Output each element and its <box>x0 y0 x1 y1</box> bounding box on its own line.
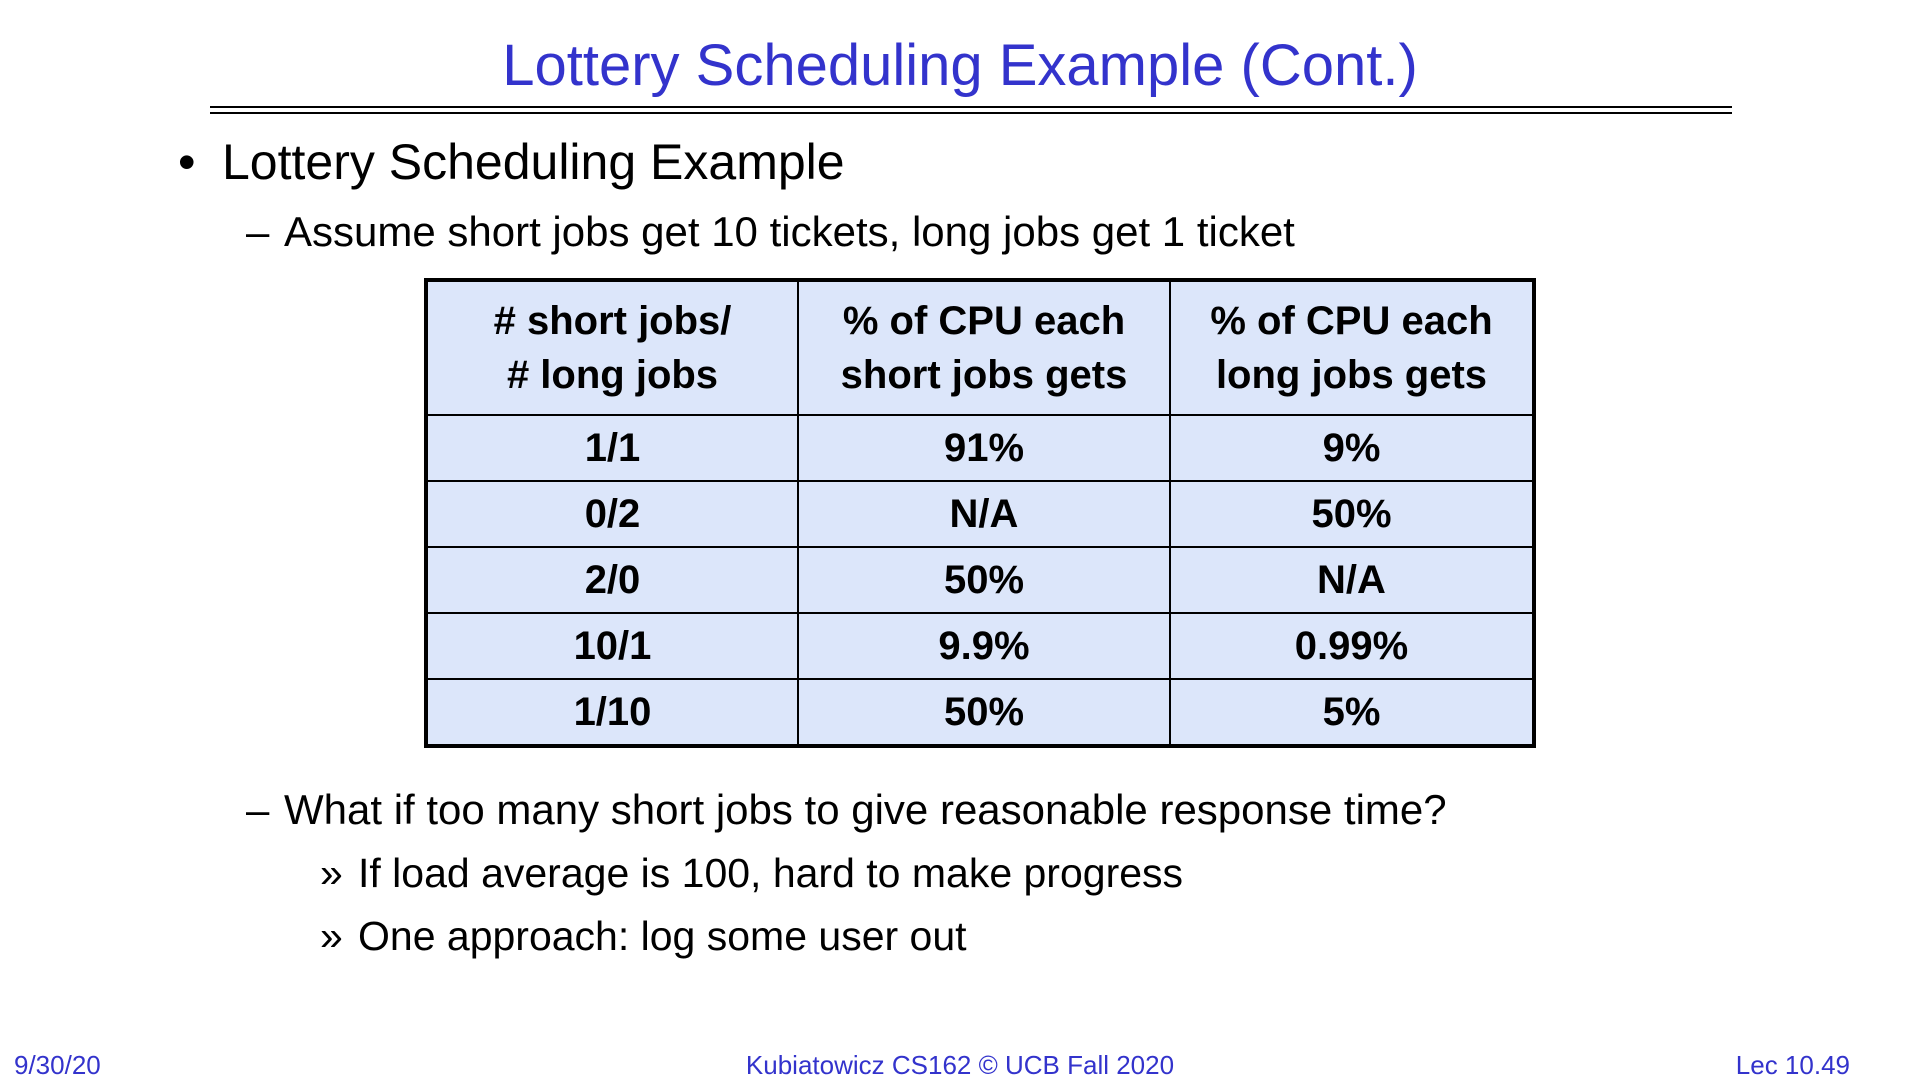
header-long-share: % of CPU each long jobs gets <box>1169 279 1535 416</box>
cell-job-ratio: 10/1 <box>425 612 799 680</box>
header-job-ratio: # short jobs/# long jobs <box>425 279 799 416</box>
cell-short-share: 9.9% <box>797 612 1171 680</box>
cell-long-share: 50% <box>1169 480 1535 548</box>
dash-marker: – <box>246 208 270 255</box>
sub-item-load: » If load average is 100, hard to make pr… <box>320 846 1183 900</box>
slide-title: Lottery Scheduling Example (Cont.) <box>502 33 1418 98</box>
title-rule-top <box>210 106 1732 108</box>
dash-marker: – <box>246 786 270 833</box>
footer-date: 9/30/20 <box>14 1050 101 1080</box>
footer-lecture: Lec 10.49 <box>1735 1050 1850 1080</box>
bullet-marker: • <box>178 134 196 190</box>
cell-job-ratio: 1/1 <box>425 414 799 482</box>
table-row: 0/2 N/A 50% <box>425 480 1535 548</box>
cell-long-share: 9% <box>1169 414 1535 482</box>
sub-text: If load average is 100, hard to make pro… <box>358 850 1184 896</box>
dash-text: Assume short jobs get 10 tickets, long j… <box>284 208 1295 255</box>
cell-long-share: 5% <box>1169 678 1535 747</box>
table-header-row: # short jobs/# long jobs % of CPU each sh… <box>425 279 1535 416</box>
table-row: 10/1 9.9% 0.99% <box>425 612 1535 680</box>
bullet-item: • Lottery Scheduling Example <box>178 130 845 194</box>
cell-job-ratio: 0/2 <box>425 480 799 548</box>
footer-course: Kubiatowicz CS162 © UCB Fall 2020 <box>745 1050 1175 1080</box>
dash-item-tickets: – Assume short jobs get 10 tickets, long … <box>246 205 1295 259</box>
cell-short-share: 91% <box>797 414 1171 482</box>
header-short-share: % of CPU each short jobs gets <box>797 279 1171 416</box>
cell-job-ratio: 1/10 <box>425 678 799 747</box>
cpu-share-table: # short jobs/# long jobs % of CPU each sh… <box>424 278 1536 748</box>
bullet-text: Lottery Scheduling Example <box>222 134 845 190</box>
sub-marker: » <box>320 850 343 896</box>
cell-short-share: 50% <box>797 546 1171 614</box>
cell-long-share: N/A <box>1169 546 1535 614</box>
cell-short-share: N/A <box>797 480 1171 548</box>
cell-short-share: 50% <box>797 678 1171 747</box>
dash-item-question: – What if too many short jobs to give rea… <box>246 783 1447 837</box>
dash-text: What if too many short jobs to give reas… <box>284 786 1447 833</box>
sub-item-approach: » One approach: log some user out <box>320 909 967 963</box>
cell-job-ratio: 2/0 <box>425 546 799 614</box>
sub-marker: » <box>320 913 343 959</box>
table-row: 1/1 91% 9% <box>425 414 1535 482</box>
table-row: 1/10 50% 5% <box>425 678 1535 747</box>
title-rule-bottom <box>210 112 1732 114</box>
sub-text: One approach: log some user out <box>358 913 967 959</box>
table-row: 2/0 50% N/A <box>425 546 1535 614</box>
cell-long-share: 0.99% <box>1169 612 1535 680</box>
